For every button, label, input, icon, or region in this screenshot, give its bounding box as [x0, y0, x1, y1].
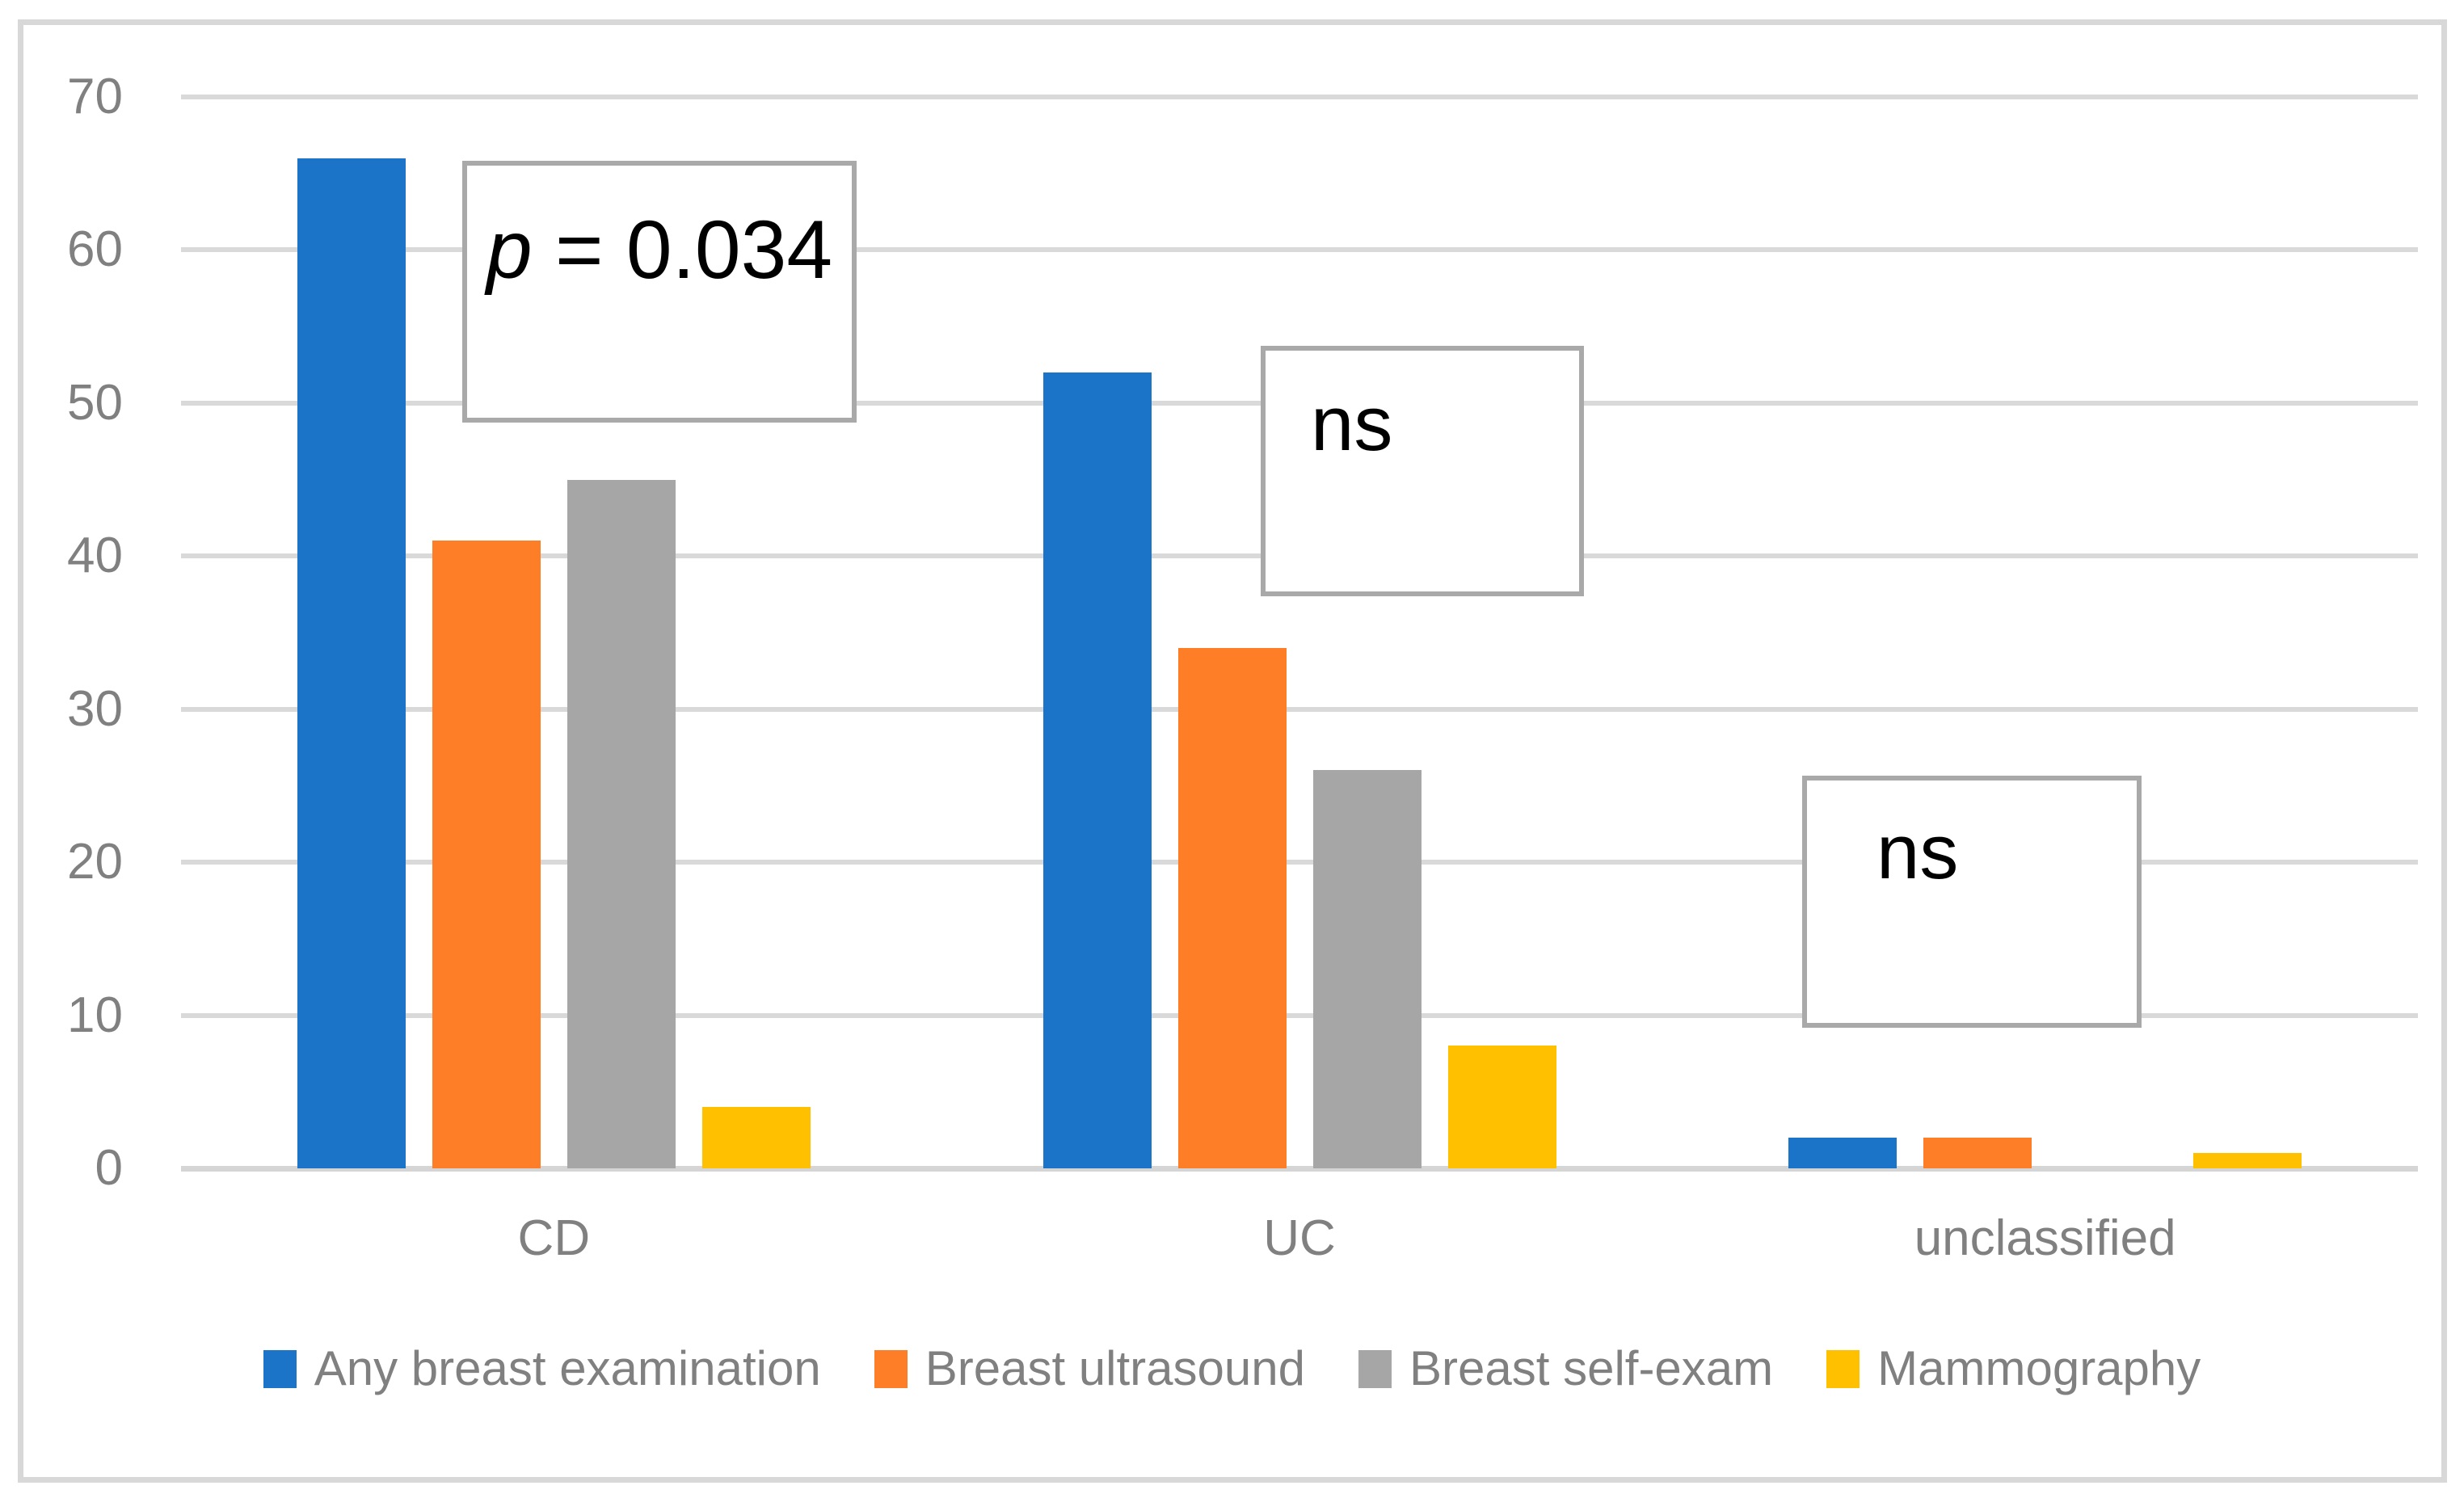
gridline-y-60 [181, 247, 2418, 253]
bar-unclassified-mammography [2193, 1153, 2302, 1168]
legend-item-breast-self-exam: Breast self-exam [1358, 1343, 1773, 1395]
y-tick-label-70: 70 [67, 69, 123, 124]
legend-item-breast-ultrasound: Breast ultrasound [874, 1343, 1305, 1395]
annotation-text-UC: ns [1311, 381, 1393, 467]
bar-CD-mammography [701, 1107, 811, 1168]
bar-UC-mammography [1447, 1046, 1556, 1168]
gridline-y-20 [181, 860, 2418, 865]
y-tick-label-10: 10 [67, 987, 123, 1043]
legend-label: Any breast examination [314, 1341, 821, 1395]
legend-label: Breast ultrasound [925, 1341, 1305, 1395]
bar-UC-breast-self-exam [1312, 770, 1422, 1168]
annotation-box-CD: p = 0.034 [462, 161, 857, 423]
y-tick-label-60: 60 [67, 221, 123, 278]
legend-item-mammography: Mammography [1826, 1343, 2201, 1395]
bar-unclassified-breast-ultrasound [1923, 1138, 2032, 1168]
y-tick-label-40: 40 [67, 528, 123, 584]
bar-CD-breast-self-exam [567, 480, 676, 1168]
gridline-y-10 [181, 1012, 2418, 1018]
legend-swatch-icon [874, 1349, 908, 1388]
y-tick-label-50: 50 [67, 374, 123, 431]
legend-label: Breast self-exam [1409, 1341, 1774, 1395]
bar-group-UC [927, 97, 1673, 1168]
bar-group-unclassified [1672, 97, 2418, 1168]
x-category-label-UC: UC [1263, 1210, 1336, 1266]
annotation-box-UC: ns [1261, 346, 1584, 596]
annotation-text-CD: p = 0.034 [486, 204, 833, 296]
y-tick-label-30: 30 [67, 680, 123, 737]
y-tick-label-20: 20 [67, 834, 123, 890]
bar-CD-breast-ultrasound [432, 541, 541, 1168]
bar-UC-any-breast-examination [1042, 372, 1152, 1168]
gridline-y-30 [181, 706, 2418, 712]
bar-unclassified-any-breast-examination [1788, 1138, 1897, 1168]
legend-swatch-icon [1826, 1349, 1860, 1388]
annotation-text-unclassified: ns [1876, 809, 1959, 895]
bar-CD-any-breast-examination [297, 158, 406, 1168]
bar-UC-breast-ultrasound [1177, 648, 1287, 1168]
y-tick-label-0: 0 [95, 1140, 123, 1196]
legend: Any breast examination Breast ultrasound B… [0, 1343, 2464, 1395]
plot-area [181, 95, 2418, 1172]
legend-swatch-icon [263, 1349, 297, 1388]
x-category-label-unclassified: unclassified [1914, 1210, 2176, 1266]
legend-item-any-breast-examination: Any breast examination [263, 1343, 821, 1395]
bar-group-CD [181, 97, 927, 1168]
chart-border [18, 19, 2447, 1483]
x-axis-line [181, 1166, 2418, 1172]
gridline-y-70 [181, 95, 2418, 99]
annotation-box-unclassified: ns [1802, 776, 2142, 1028]
x-axis-category-labels: CD UC unclassified [181, 1210, 2418, 1267]
legend-label: Mammography [1877, 1341, 2201, 1395]
x-category-label-CD: CD [517, 1210, 591, 1266]
bar-groups [181, 97, 2418, 1168]
legend-swatch-icon [1358, 1349, 1392, 1388]
